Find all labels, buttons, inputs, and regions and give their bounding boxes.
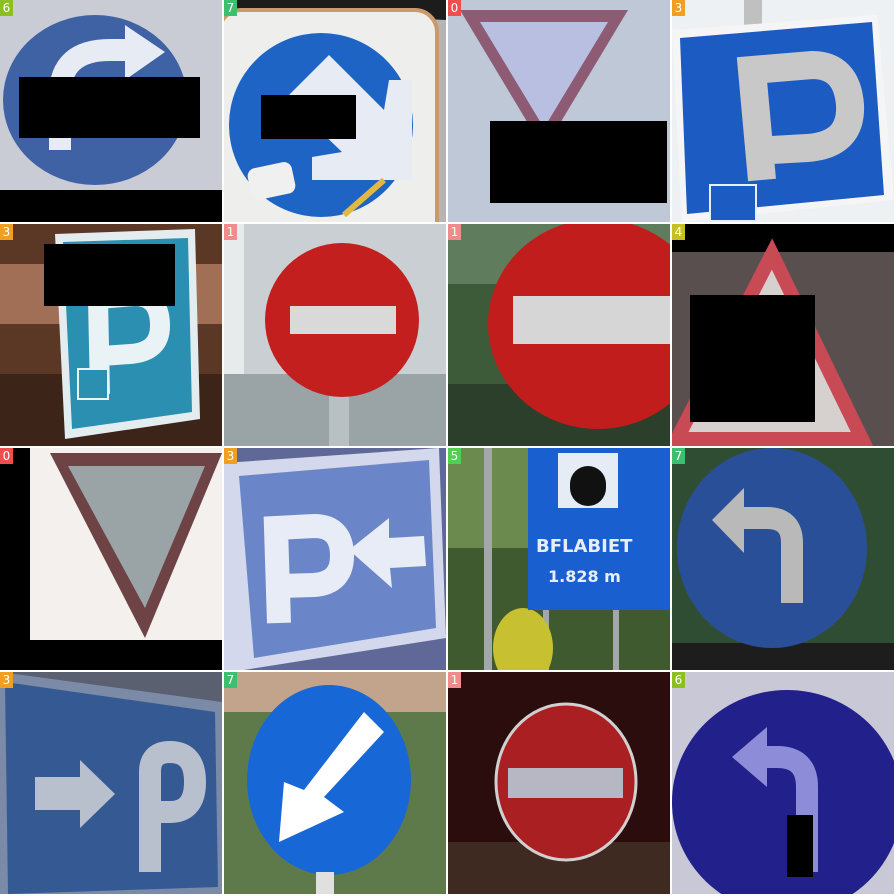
tunnel-info-sign-icon: BFLABIET 1.828 m	[448, 448, 670, 670]
class-label-badge: 3	[0, 224, 13, 240]
occlusion-box	[787, 815, 813, 877]
class-label-badge: 1	[448, 224, 461, 240]
parking-disabled-icon	[672, 0, 894, 222]
sign-text-line-2: 1.828 m	[548, 567, 621, 586]
class-label-badge: 5	[448, 448, 461, 464]
tile-13: 3	[0, 672, 222, 894]
tile-5: 3	[0, 224, 222, 446]
parking-arrow-right-icon	[0, 672, 222, 894]
class-label-badge: 7	[224, 0, 237, 16]
tile-9: 0	[0, 448, 222, 670]
occlusion-box	[490, 121, 667, 203]
occlusion-box	[690, 295, 815, 422]
class-label-badge: 0	[448, 0, 461, 16]
tile-11: 5 BFLABIET 1.828 m	[448, 448, 670, 670]
tile-8: 4	[672, 224, 894, 446]
tile-2: 7	[224, 0, 446, 222]
class-label-badge: 7	[224, 672, 237, 688]
tile-4: 3	[672, 0, 894, 222]
parking-arrow-left-icon	[224, 448, 446, 670]
yield-triangle-icon	[0, 448, 222, 670]
keep-left-arrow-icon	[224, 672, 446, 894]
class-label-badge: 7	[672, 448, 685, 464]
tile-1: 6	[0, 0, 222, 222]
tile-15: 1	[448, 672, 670, 894]
class-label-badge: 3	[224, 448, 237, 464]
tile-14: 7	[224, 672, 446, 894]
tile-6: 1	[224, 224, 446, 446]
class-label-badge: 1	[448, 672, 461, 688]
occlusion-box	[44, 244, 175, 306]
no-entry-icon	[224, 224, 446, 446]
tile-16: 6	[672, 672, 894, 894]
tile-10: 3	[224, 448, 446, 670]
turn-left-mandatory-icon	[672, 672, 894, 894]
class-label-badge: 3	[0, 672, 13, 688]
tile-7: 1	[448, 224, 670, 446]
class-label-badge: 4	[672, 224, 685, 240]
class-label-badge: 6	[0, 0, 13, 16]
occlusion-box	[19, 77, 200, 138]
class-label-badge: 6	[672, 672, 685, 688]
no-entry-icon	[448, 224, 670, 446]
class-label-badge: 1	[224, 224, 237, 240]
class-label-badge: 0	[0, 448, 13, 464]
turn-left-mandatory-icon	[672, 448, 894, 670]
class-label-badge: 3	[672, 0, 685, 16]
no-entry-icon	[448, 672, 670, 894]
tile-12: 7	[672, 448, 894, 670]
occlusion-box	[261, 95, 356, 139]
tile-3: 0	[448, 0, 670, 222]
sign-text-line-1: BFLABIET	[536, 536, 633, 557]
